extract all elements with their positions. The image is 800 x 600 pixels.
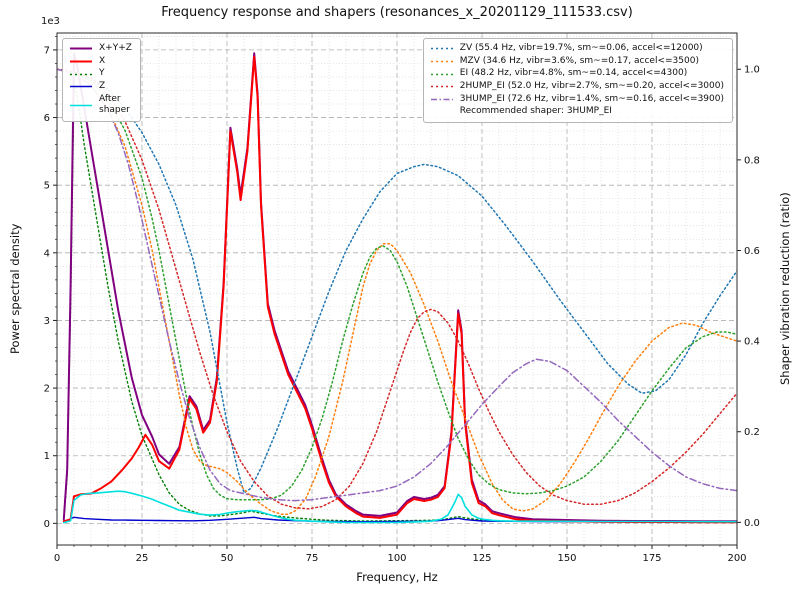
series-mzv: [57, 68, 737, 515]
legend-label: ZV (55.4 Hz, vibr=19.7%, sm~=0.06, accel…: [459, 43, 703, 53]
x-axis-label: Frequency, Hz: [356, 570, 438, 584]
series-3hump-ei: [57, 68, 737, 502]
legend-shapers: ZV (55.4 Hz, vibr=19.7%, sm~=0.06, accel…: [422, 38, 733, 124]
legend-item: 2HUMP_EI (52.0 Hz, vibr=2.7%, sm~=0.20, …: [430, 81, 724, 93]
tick-label: 125: [472, 553, 491, 564]
legend-item: MZV (34.6 Hz, vibr=3.6%, sm~=0.17, accel…: [430, 56, 724, 68]
legend-item: Y: [69, 68, 132, 80]
series-x-psd: [62, 55, 737, 524]
tick-label: 75: [306, 553, 319, 564]
legend-sample-line: [430, 98, 453, 101]
series-xyz-psd: [62, 52, 737, 523]
tick-label: 25: [136, 553, 149, 564]
legend-sample-line: [430, 107, 454, 118]
tick-label: 150: [557, 553, 576, 564]
legend-sample-line: [430, 48, 453, 50]
legend-label: 2HUMP_EI (52.0 Hz, vibr=2.7%, sm~=0.20, …: [459, 81, 724, 92]
legend-label: X+Y+Z: [99, 43, 132, 53]
legend-label: After shaper: [99, 93, 130, 116]
legend-label: MZV (34.6 Hz, vibr=3.6%, sm~=0.17, accel…: [459, 55, 699, 66]
tick-label: 1.0: [744, 65, 760, 76]
legend-item: Z: [69, 81, 132, 93]
tick-label: 5: [44, 181, 50, 192]
tick-label: 50: [221, 553, 234, 564]
tick-label: 0.8: [744, 155, 760, 166]
legend-psd: X+Y+Z X Y Z After shaper: [62, 38, 141, 123]
tick-label: 6: [44, 113, 50, 124]
series-2hump-ei: [57, 68, 737, 510]
legend-label: Z: [99, 81, 106, 92]
tick-label: 0: [54, 553, 60, 564]
legend-sample-line: [70, 73, 92, 75]
legend-sample-line: [430, 60, 453, 63]
legend-label: 3HUMP_EI (72.6 Hz, vibr=1.4%, sm~=0.16, …: [459, 93, 724, 104]
y-axis-label-left: Power spectral density: [8, 223, 22, 355]
legend-label: EI (48.2 Hz, vibr=4.8%, sm~=0.14, accel<…: [459, 68, 688, 79]
plot-border: [56, 32, 738, 546]
y-axis-label-right: Shaper vibration reduction (ratio): [778, 192, 792, 386]
y-axis-multiplier: 1e3: [41, 16, 60, 27]
axis-ticks: 0 25 50 75 100 125 150 175 200 0 1 2 3 4 5 6 7 0.0 0.2 0.4 0…: [44, 45, 760, 564]
legend-label: Y: [99, 68, 105, 79]
tick-label: 4: [44, 248, 50, 259]
legend-sample-line: [430, 86, 453, 88]
tick-label: 7: [44, 45, 50, 56]
legend-label: X: [99, 55, 106, 66]
legend-item: EI (48.2 Hz, vibr=4.8%, sm~=0.14, accel<…: [430, 68, 724, 80]
legend-item: X+Y+Z: [69, 43, 132, 55]
tick-label: 0.0: [744, 518, 760, 529]
legend-item: Recommended shaper: 3HUMP_EI: [430, 106, 724, 118]
tick-label: 175: [642, 553, 661, 564]
tick-label: 0: [44, 519, 50, 530]
tick-label: 200: [727, 553, 746, 564]
legend-label: Recommended shaper: 3HUMP_EI: [459, 106, 612, 117]
legend-item: X: [69, 56, 132, 68]
series-ei: [57, 68, 737, 501]
legend-sample-line: [70, 104, 92, 107]
legend-item: ZV (55.4 Hz, vibr=19.7%, sm~=0.06, accel…: [430, 43, 724, 55]
legend-item: After shaper: [69, 94, 132, 117]
legend-item: 3HUMP_EI (72.6 Hz, vibr=1.4%, sm~=0.16, …: [430, 94, 724, 106]
series-zv: [57, 68, 737, 494]
tick-label: 0.2: [744, 427, 760, 438]
tick-label: 1: [44, 451, 50, 462]
tick-label: 100: [387, 553, 406, 564]
legend-sample-line: [70, 86, 92, 88]
legend-sample-line: [70, 60, 92, 63]
tick-label: 3: [44, 316, 50, 327]
legend-sample-line: [70, 47, 92, 50]
legend-sample-line: [430, 73, 453, 75]
tick-label: 0.6: [744, 246, 760, 257]
series-after-shaper: [63, 490, 737, 524]
series-y-psd: [63, 83, 737, 523]
chart-title: Frequency response and shapers (resonanc…: [161, 5, 633, 20]
tick-label: 0.4: [744, 337, 760, 348]
tick-label: 2: [44, 384, 50, 395]
